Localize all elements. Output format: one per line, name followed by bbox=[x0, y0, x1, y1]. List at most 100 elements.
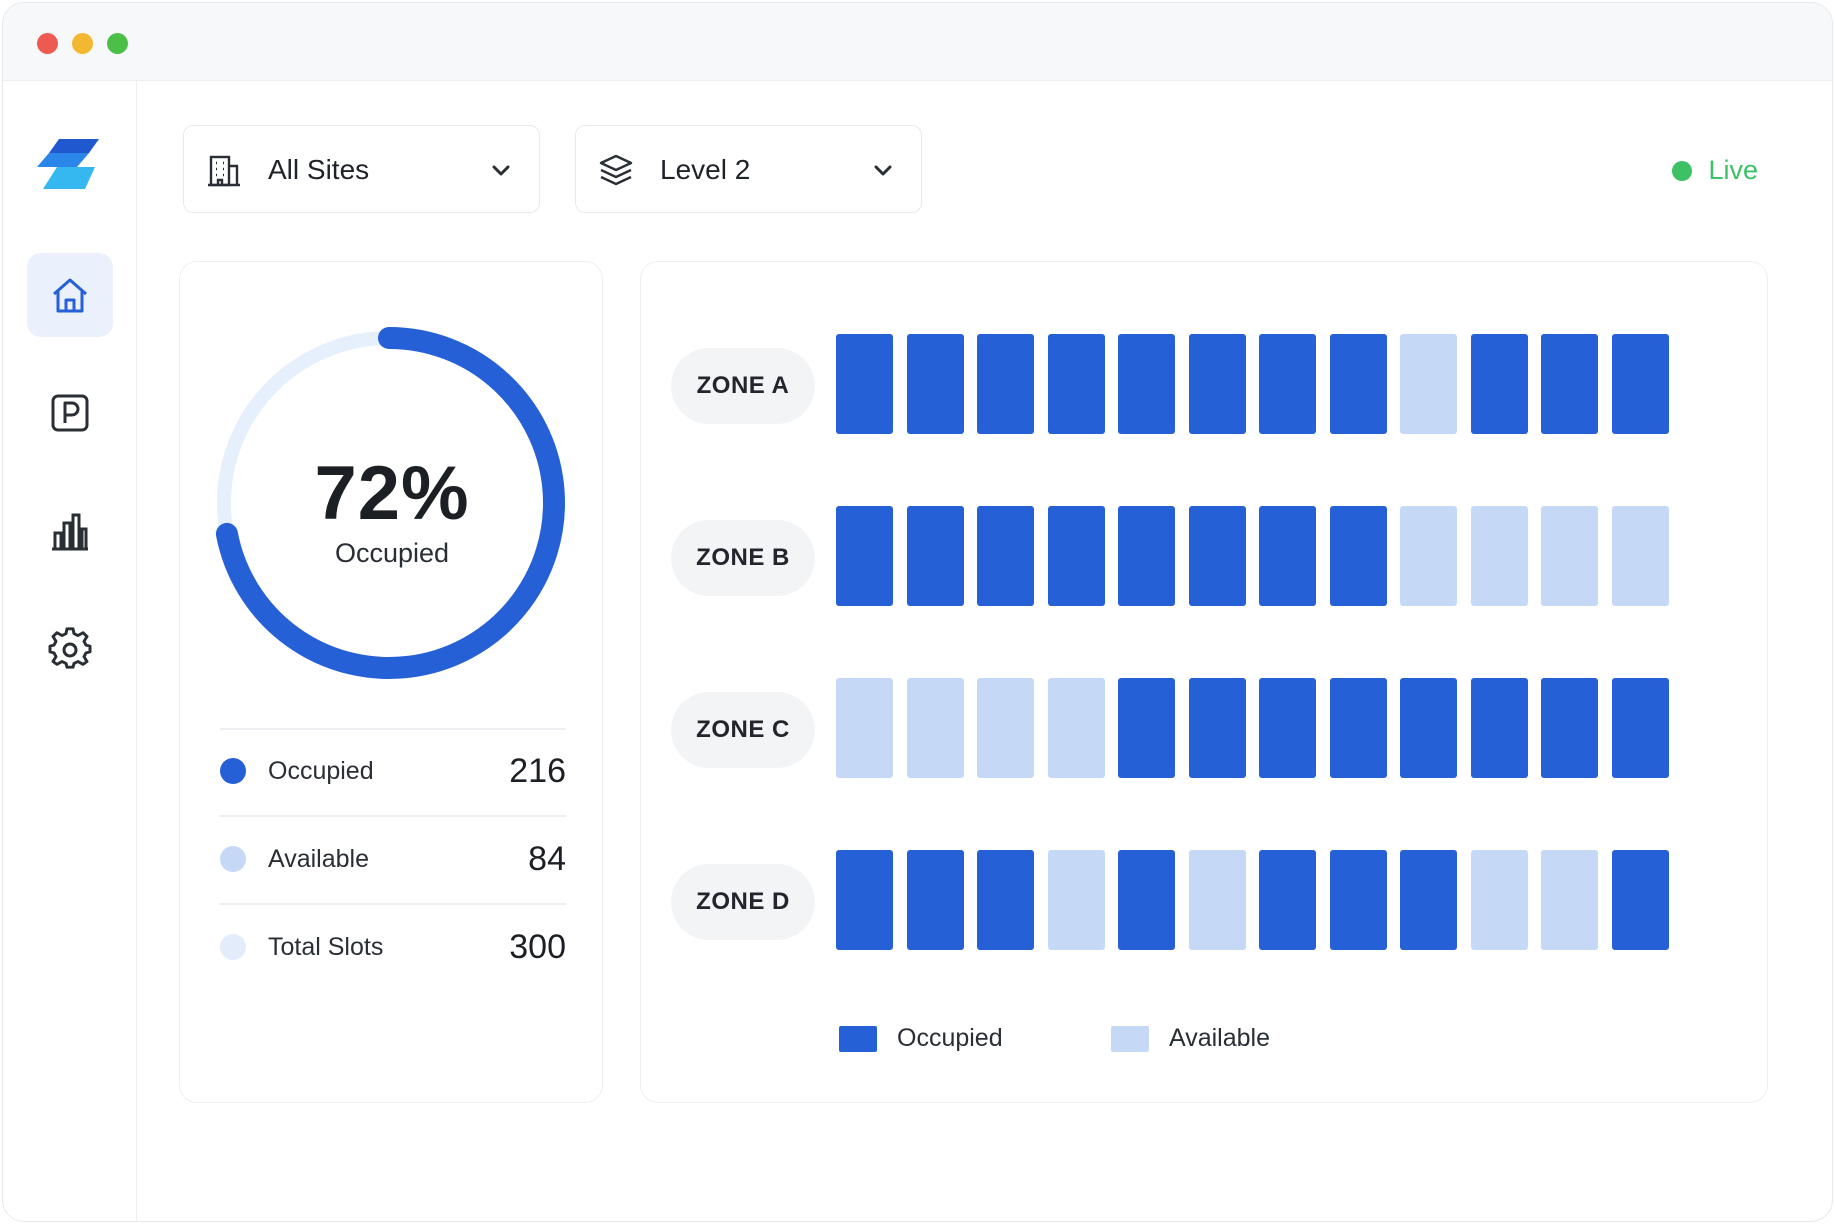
parking-slot-available[interactable] bbox=[836, 678, 893, 778]
stat-row-total: Total Slots 300 bbox=[220, 916, 566, 976]
occupancy-summary-card: 72% Occupied Occupied 216 Available 84 T… bbox=[179, 261, 603, 1103]
parking-slot-occupied[interactable] bbox=[1118, 506, 1175, 606]
sidebar-item-analytics[interactable] bbox=[27, 489, 113, 573]
parking-slot-occupied[interactable] bbox=[836, 506, 893, 606]
parking-slot-available[interactable] bbox=[1470, 506, 1528, 606]
title-bar bbox=[3, 3, 1832, 81]
parking-slot-occupied[interactable] bbox=[1329, 678, 1387, 778]
sidebar-item-parking[interactable] bbox=[27, 371, 113, 455]
parking-slot-occupied[interactable] bbox=[1470, 678, 1528, 778]
home-icon bbox=[53, 278, 87, 313]
parking-slot-occupied[interactable] bbox=[906, 850, 964, 950]
parking-slot-available[interactable] bbox=[1188, 850, 1246, 950]
live-status: Live bbox=[1672, 155, 1758, 186]
legend-item-available: Available bbox=[1111, 1024, 1270, 1053]
parking-slot-occupied[interactable] bbox=[1259, 506, 1316, 606]
available-dot bbox=[220, 846, 246, 872]
occupancy-percent-label: Occupied bbox=[334, 538, 450, 568]
parking-slot-occupied[interactable] bbox=[1259, 678, 1316, 778]
parking-slot-occupied[interactable] bbox=[977, 334, 1034, 434]
occupancy-donut bbox=[215, 327, 565, 679]
parking-slot-occupied[interactable] bbox=[1611, 850, 1669, 950]
parking-slot-available[interactable] bbox=[1470, 850, 1528, 950]
parking-slot-available[interactable] bbox=[906, 678, 964, 778]
parking-slot-occupied[interactable] bbox=[1329, 334, 1387, 434]
parking-slot-occupied[interactable] bbox=[1611, 334, 1669, 434]
minimize-window-button[interactable] bbox=[72, 33, 93, 54]
level-select-value: Level 2 bbox=[660, 154, 751, 185]
legend-item-occupied: Occupied bbox=[839, 1024, 1003, 1053]
gear-icon bbox=[48, 627, 92, 669]
parking-slot-occupied[interactable] bbox=[906, 334, 964, 434]
live-indicator-dot bbox=[1672, 160, 1693, 181]
building-icon bbox=[208, 155, 240, 187]
parking-slot-occupied[interactable] bbox=[1541, 334, 1598, 434]
parking-slot-occupied[interactable] bbox=[1188, 506, 1246, 606]
stat-row-occupied: Occupied 216 bbox=[220, 740, 566, 800]
stat-value: 84 bbox=[528, 840, 566, 878]
parking-slot-occupied[interactable] bbox=[1259, 850, 1316, 950]
parking-slot-available[interactable] bbox=[1541, 850, 1598, 950]
sidebar bbox=[3, 81, 137, 1221]
parking-slot-occupied[interactable] bbox=[1541, 678, 1598, 778]
stat-label: Total Slots bbox=[268, 933, 384, 961]
live-status-label: Live bbox=[1708, 155, 1758, 185]
parking-slot-available[interactable] bbox=[1400, 506, 1457, 606]
close-window-button[interactable] bbox=[37, 33, 58, 54]
parking-slot-occupied[interactable] bbox=[1400, 850, 1457, 950]
stat-value: 216 bbox=[509, 752, 566, 790]
parking-slot-occupied[interactable] bbox=[836, 334, 893, 434]
bar-chart-icon bbox=[52, 513, 88, 551]
stat-label: Available bbox=[268, 845, 370, 873]
legend-label: Available bbox=[1169, 1024, 1271, 1052]
stat-row-available: Available 84 bbox=[220, 828, 566, 888]
parking-slot-occupied[interactable] bbox=[1047, 334, 1105, 434]
site-select-value: All Sites bbox=[268, 154, 370, 185]
occupied-dot bbox=[220, 758, 246, 784]
legend-swatch bbox=[1111, 1025, 1149, 1052]
zone-label-d[interactable]: ZONE D bbox=[671, 864, 815, 940]
parking-slot-occupied[interactable] bbox=[1470, 334, 1528, 434]
divider bbox=[220, 815, 566, 817]
layers-icon bbox=[599, 154, 633, 186]
parking-slot-occupied[interactable] bbox=[1118, 334, 1175, 434]
parking-slot-occupied[interactable] bbox=[1188, 678, 1246, 778]
parking-slot-occupied[interactable] bbox=[1400, 678, 1457, 778]
parking-slot-occupied[interactable] bbox=[1118, 678, 1175, 778]
parking-slot-occupied[interactable] bbox=[906, 506, 964, 606]
parking-slot-occupied[interactable] bbox=[1329, 506, 1387, 606]
parking-slot-available[interactable] bbox=[977, 678, 1034, 778]
divider bbox=[220, 728, 566, 730]
site-select[interactable]: All Sites bbox=[183, 125, 540, 213]
divider bbox=[220, 903, 566, 905]
parking-slot-occupied[interactable] bbox=[977, 506, 1034, 606]
parking-slot-occupied[interactable] bbox=[1329, 850, 1387, 950]
parking-slot-occupied[interactable] bbox=[1188, 334, 1246, 434]
stat-label: Occupied bbox=[268, 757, 374, 785]
parking-slot-occupied[interactable] bbox=[1611, 678, 1669, 778]
sidebar-item-home[interactable] bbox=[27, 253, 113, 337]
parking-slot-occupied[interactable] bbox=[836, 850, 893, 950]
parking-slot-occupied[interactable] bbox=[1259, 334, 1316, 434]
parking-slot-occupied[interactable] bbox=[1047, 506, 1105, 606]
parking-slot-available[interactable] bbox=[1400, 334, 1457, 434]
chevron-down-icon bbox=[492, 165, 510, 176]
parking-slot-available[interactable] bbox=[1047, 850, 1105, 950]
parking-icon bbox=[51, 394, 89, 432]
maximize-window-button[interactable] bbox=[107, 33, 128, 54]
parking-slot-available[interactable] bbox=[1541, 506, 1598, 606]
zone-label-c[interactable]: ZONE C bbox=[671, 692, 815, 768]
parking-slot-occupied[interactable] bbox=[1118, 850, 1175, 950]
sidebar-item-settings[interactable] bbox=[27, 607, 113, 691]
total-slots-dot bbox=[220, 934, 246, 960]
level-select[interactable]: Level 2 bbox=[575, 125, 922, 213]
parking-slot-available[interactable] bbox=[1047, 678, 1105, 778]
legend-label: Occupied bbox=[897, 1024, 1003, 1052]
zone-label-b[interactable]: ZONE B bbox=[671, 520, 815, 596]
parking-slot-occupied[interactable] bbox=[977, 850, 1034, 950]
parking-slot-available[interactable] bbox=[1611, 506, 1669, 606]
legend-swatch bbox=[839, 1025, 877, 1052]
zone-label-a[interactable]: ZONE A bbox=[671, 348, 815, 424]
occupancy-percent: 72% bbox=[314, 451, 470, 536]
